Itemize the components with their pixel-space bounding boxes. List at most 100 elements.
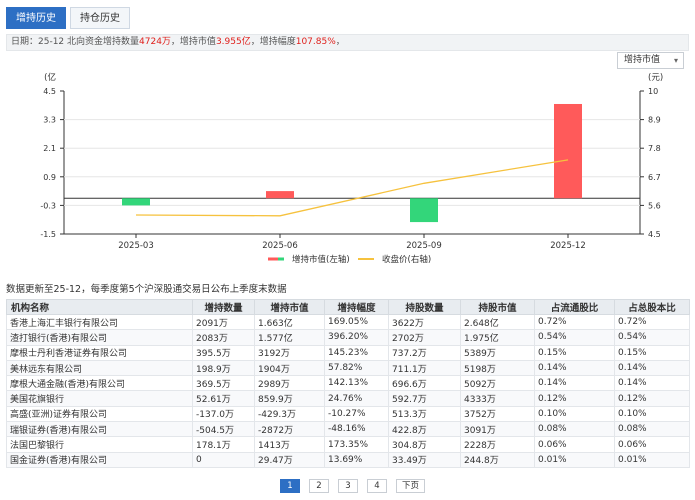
bar-2025-03 (122, 198, 150, 206)
table-cell: 33.49万 (388, 451, 461, 468)
right-tick-label: 6.7 (648, 173, 661, 182)
institution-name-cell[interactable]: 摩根大通金融(香港)有限公司 (6, 375, 193, 392)
chart-grid (60, 90, 644, 238)
pagination: 1 2 3 4 下页 (280, 479, 426, 493)
left-tick-label: -0.3 (40, 201, 56, 210)
institution-name-cell[interactable]: 美国花旗银行 (6, 390, 193, 407)
table-cell: 696.6万 (388, 375, 461, 392)
institution-name-cell[interactable]: 渣打银行(香港)有限公司 (6, 329, 193, 346)
table-cell: 24.76% (324, 390, 389, 407)
table-cell: 2702万 (388, 329, 461, 346)
table-cell: 0.06% (534, 436, 615, 453)
table-cell: 513.3万 (388, 405, 461, 423)
table-cell: 198.9万 (192, 359, 255, 377)
table-cell: 4333万 (460, 390, 535, 407)
table-cell: 0.54% (614, 329, 690, 346)
table-cell: 1.663亿 (254, 313, 325, 331)
table-cell: 0.72% (614, 313, 690, 331)
column-header[interactable]: 增持数量 (192, 299, 255, 315)
table-cell: 3091万 (460, 421, 535, 438)
column-header[interactable]: 增持市值 (254, 299, 325, 315)
right-tick-label: 10 (648, 87, 658, 96)
institution-name-cell[interactable]: 摩根士丹利香港证券有限公司 (6, 344, 193, 361)
table-cell: 304.8万 (388, 436, 461, 453)
institution-name-cell[interactable]: 美林远东有限公司 (6, 359, 193, 377)
table-cell: 169.05% (324, 313, 389, 331)
table-cell: 711.1万 (388, 359, 461, 377)
column-header[interactable]: 占总股本比 (614, 299, 690, 315)
table-row: 国金证券(香港)有限公司 0 29.47万 13.69% 33.49万 244.8万 0.0… (6, 451, 690, 468)
table-cell: -429.3万 (254, 405, 325, 423)
increase-chart: 4.5 3.3 2.1 0.9 -0.3 -1.5 10 8.9 7.8 6.7 5.6 4.5 (亿 (… (40, 72, 663, 265)
chart-line (135, 159, 569, 217)
metric-select[interactable]: 增持市值 ▾ (617, 52, 684, 69)
table-cell: 369.5万 (192, 375, 255, 392)
left-tick-label: 2.1 (43, 144, 56, 153)
table-cell: 2989万 (254, 375, 325, 392)
table-cell: 0.10% (614, 405, 690, 423)
column-header[interactable]: 增持幅度 (324, 299, 389, 315)
column-header[interactable]: 占流通股比 (534, 299, 615, 315)
table-cell: 244.8万 (460, 451, 535, 468)
institution-name-cell[interactable]: 国金证券(香港)有限公司 (6, 451, 193, 468)
metric-select-value: 增持市值 (624, 55, 661, 65)
tab-increase-history[interactable]: 增持历史 (6, 7, 66, 29)
left-tick-label: 3.3 (43, 116, 56, 125)
table-row: 美国花旗银行 52.61万 859.9万 24.76% 592.7万 4333万 0.12%… (6, 390, 690, 407)
page-button-2[interactable]: 2 (309, 479, 329, 493)
close-price-line (135, 159, 569, 217)
table-cell: -48.16% (324, 421, 389, 438)
table-row: 摩根大通金融(香港)有限公司 369.5万 2989万 142.13% 696.6万 50… (6, 375, 690, 392)
page-button-1[interactable]: 1 (280, 479, 300, 493)
institution-table: 机构名称 增持数量 增持市值 增持幅度 持股数量 持股市值 占流通股比 占总股本比 香港上海汇… (6, 299, 690, 468)
table-row: 香港上海汇丰银行有限公司 2091万 1.663亿 169.05% 3622万 2.648… (6, 313, 690, 331)
chart-legend: 增持市值(左轴) 收盘价(右轴) (268, 254, 431, 265)
table-cell: 737.2万 (388, 344, 461, 361)
table-cell: 0.14% (614, 359, 690, 377)
table-cell: 0.12% (614, 390, 690, 407)
right-tick-label: 7.8 (648, 144, 661, 153)
table-cell: 396.20% (324, 329, 389, 346)
table-header-row: 机构名称 增持数量 增持市值 增持幅度 持股数量 持股市值 占流通股比 占总股本比 (6, 299, 690, 315)
table-cell: 422.8万 (388, 421, 461, 438)
summary-suffix: ， (335, 37, 345, 47)
institution-name-cell[interactable]: 高盛(亚洲)证券有限公司 (6, 405, 193, 423)
left-tick-label: 0.9 (43, 173, 56, 182)
table-cell: 859.9万 (254, 390, 325, 407)
next-page-button[interactable]: 下页 (396, 479, 426, 493)
table-cell: 395.5万 (192, 344, 255, 361)
tab-bar: 增持历史 持仓历史 (6, 7, 130, 29)
table-cell: 3192万 (254, 344, 325, 361)
table-cell: 52.61万 (192, 390, 255, 407)
table-cell: 2228万 (460, 436, 535, 453)
table-cell: -2872万 (254, 421, 325, 438)
x-tick-label: 2025-03 (118, 241, 154, 251)
institution-name-cell[interactable]: 法国巴黎银行 (6, 436, 193, 453)
right-tick-label: 5.6 (648, 201, 661, 210)
left-tick-label: -1.5 (40, 230, 56, 239)
table-cell: 173.35% (324, 436, 389, 453)
left-axis-unit: (亿 (44, 72, 56, 83)
column-header[interactable]: 持股数量 (388, 299, 461, 315)
table-cell: 0.06% (614, 436, 690, 453)
table-cell: 1904万 (254, 359, 325, 377)
bar-2025-12 (554, 103, 582, 199)
table-cell: 2083万 (192, 329, 255, 346)
page-button-3[interactable]: 3 (338, 479, 358, 493)
table-cell: 0.14% (534, 359, 615, 377)
column-header[interactable]: 持股市值 (460, 299, 535, 315)
table-cell: 0.15% (614, 344, 690, 361)
right-tick-label: 8.9 (648, 116, 661, 125)
tab-holding-history[interactable]: 持仓历史 (70, 7, 130, 29)
chart-labels: 4.5 3.3 2.1 0.9 -0.3 -1.5 10 8.9 7.8 6.7 5.6 4.5 (亿 (… (40, 72, 663, 251)
table-cell: 592.7万 (388, 390, 461, 407)
table-cell: 0.14% (614, 375, 690, 392)
page-button-4[interactable]: 4 (367, 479, 387, 493)
table-cell: -10.27% (324, 405, 389, 423)
summary-prefix: 日期：25-12 北向资金增持数量 (11, 37, 140, 47)
table-row: 渣打银行(香港)有限公司 2083万 1.577亿 396.20% 2702万 1.975… (6, 329, 690, 346)
summary-mid: ，增持市值 (170, 37, 216, 47)
institution-name-cell[interactable]: 香港上海汇丰银行有限公司 (6, 313, 193, 331)
column-header: 机构名称 (6, 299, 193, 315)
institution-name-cell[interactable]: 瑞银证券(香港)有限公司 (6, 421, 193, 438)
